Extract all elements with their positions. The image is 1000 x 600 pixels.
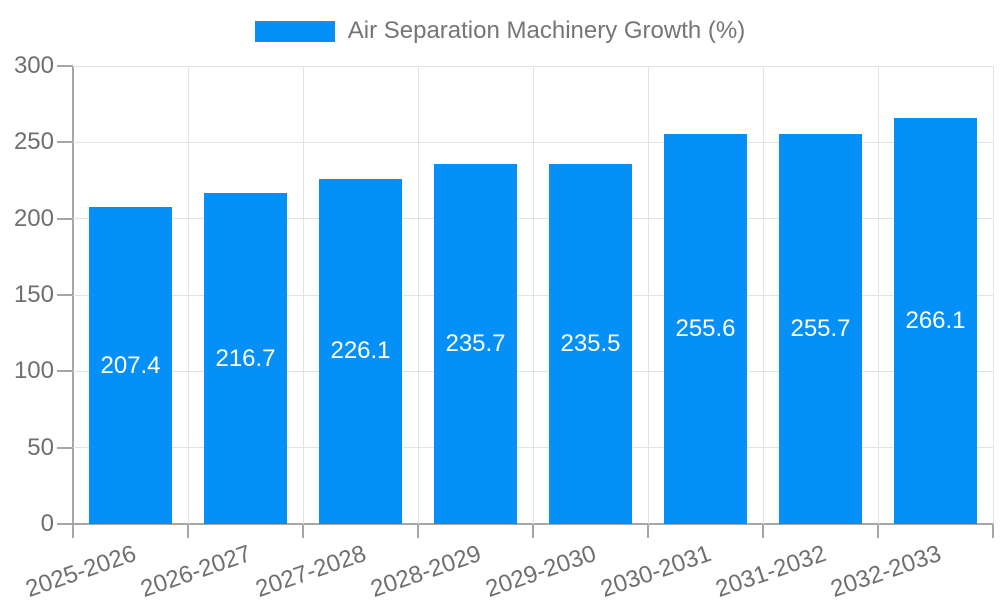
- x-tick-mark-5: [647, 524, 649, 538]
- y-tick-mark-200: [57, 217, 73, 220]
- x-tick-mark-2: [302, 524, 304, 538]
- bar-value-label: 255.6: [675, 314, 736, 342]
- x-gridline-7: [877, 66, 879, 524]
- x-tick-mark-1: [187, 524, 189, 538]
- bar-value-label: 226.1: [330, 337, 391, 365]
- x-tick-mark-6: [762, 524, 764, 538]
- y-tick-mark-50: [57, 446, 73, 449]
- y-tick-label-250: 250: [13, 128, 54, 156]
- x-tick-label-2028-2029: 2028-2029: [366, 540, 485, 600]
- x-gridline-4: [532, 66, 534, 524]
- y-tick-mark-100: [57, 370, 73, 373]
- x-tick-label-2030-2031: 2030-2031: [596, 540, 715, 600]
- y-tick-label-100: 100: [13, 357, 54, 385]
- bar-2028-2029[interactable]: 235.7: [434, 164, 517, 524]
- y-tick-mark-250: [57, 141, 73, 144]
- x-gridline-5: [647, 66, 649, 524]
- bar-2032-2033[interactable]: 266.1: [894, 117, 977, 524]
- y-tick-label-50: 50: [27, 433, 54, 461]
- x-tick-mark-8: [992, 524, 994, 538]
- bar-2027-2028[interactable]: 226.1: [319, 178, 402, 524]
- x-gridline-6: [762, 66, 764, 524]
- x-tick-label-2031-2032: 2031-2032: [711, 540, 830, 600]
- x-tick-mark-0: [72, 524, 74, 538]
- y-tick-mark-150: [57, 294, 73, 296]
- y-tick-label-200: 200: [13, 204, 54, 232]
- legend-swatch: [254, 20, 335, 42]
- bar-value-label: 266.1: [905, 306, 966, 334]
- x-tick-label-2027-2028: 2027-2028: [251, 540, 370, 600]
- x-tick-label-2026-2027: 2026-2027: [136, 540, 255, 600]
- plot-area: 0 50 100 150 200 250 300 207.4 216.7 226.1 235.7 23…: [14, 52, 994, 600]
- x-gridline-8: [992, 66, 994, 524]
- x-gridline-3: [417, 66, 419, 524]
- bar-value-label: 235.7: [445, 330, 506, 358]
- bar-value-label: 216.7: [215, 344, 276, 372]
- bar-2025-2026[interactable]: 207.4: [89, 207, 172, 524]
- y-tick-mark-300: [57, 65, 73, 67]
- x-tick-mark-3: [417, 524, 419, 538]
- bar-2030-2031[interactable]: 255.6: [664, 133, 747, 524]
- x-gridline-2: [302, 66, 304, 524]
- legend-label: Air Separation Machinery Growth (%): [347, 17, 746, 44]
- y-tick-mark-0: [57, 523, 73, 525]
- bar-2031-2032[interactable]: 255.7: [779, 133, 862, 524]
- x-tick-label-2032-2033: 2032-2033: [826, 540, 945, 600]
- y-tick-label-0: 0: [40, 510, 54, 537]
- legend[interactable]: Air Separation Machinery Growth (%): [0, 17, 1000, 45]
- bar-2026-2027[interactable]: 216.7: [204, 193, 287, 524]
- y-tick-label-300: 300: [13, 52, 54, 79]
- y-tick-label-150: 150: [13, 281, 54, 308]
- x-tick-mark-4: [532, 524, 534, 538]
- x-tick-label-2029-2030: 2029-2030: [481, 540, 600, 600]
- bar-value-label: 255.7: [790, 314, 851, 342]
- bar-value-label: 235.5: [560, 330, 621, 358]
- x-tick-mark-7: [877, 524, 879, 538]
- bar-value-label: 207.4: [100, 351, 161, 379]
- x-tick-label-2025-2026: 2025-2026: [21, 540, 140, 600]
- x-gridline-1: [187, 66, 189, 524]
- bar-2029-2030[interactable]: 235.5: [549, 164, 632, 524]
